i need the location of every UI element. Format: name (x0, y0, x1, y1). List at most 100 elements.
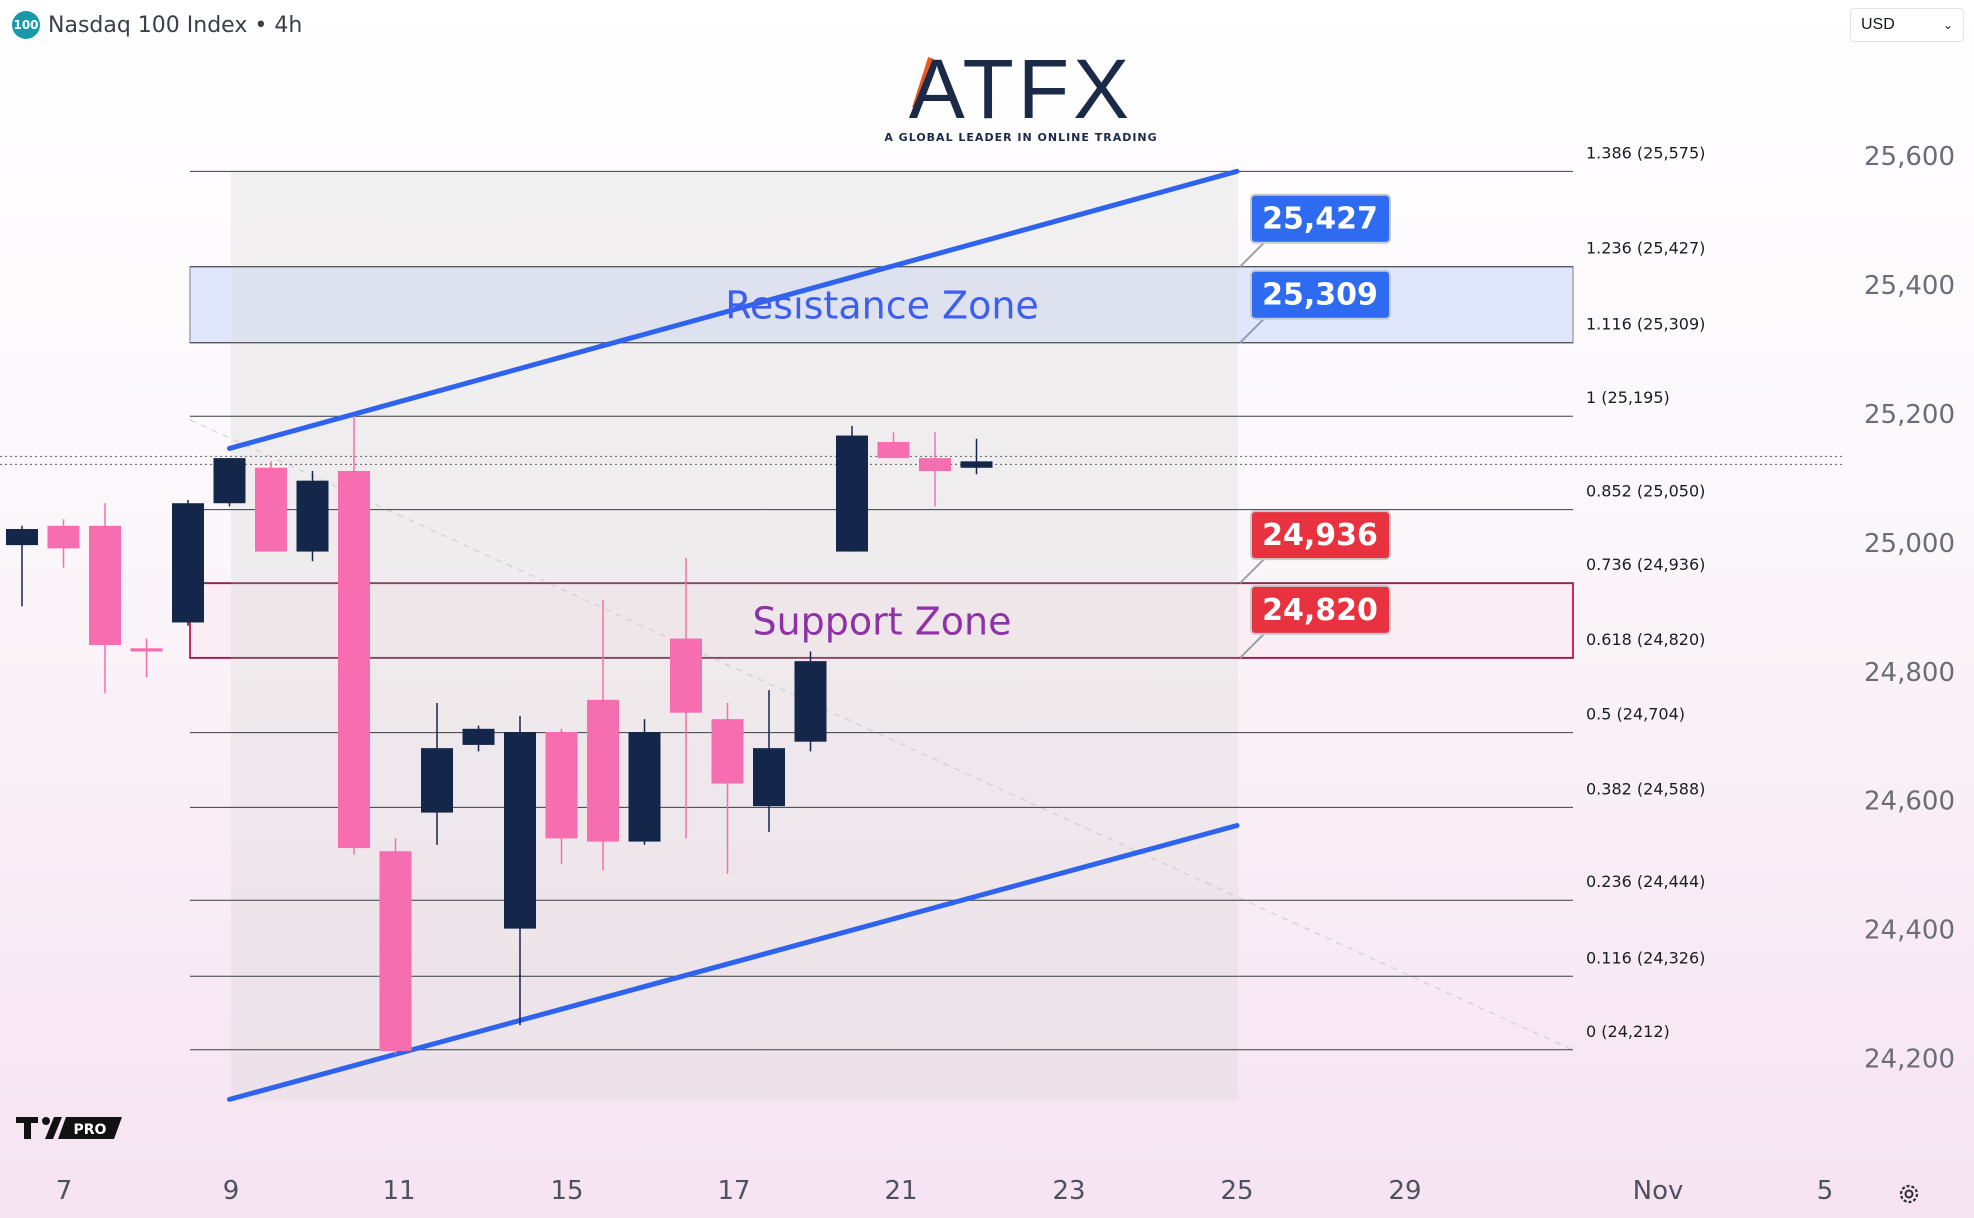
fib-label: 0.852 (25,050) (1586, 482, 1705, 501)
candle (670, 558, 702, 839)
label-box (1250, 584, 1391, 635)
candle-body (504, 732, 536, 929)
brand-name: ATFX (909, 42, 1133, 136)
x-tick-label: 21 (884, 1176, 917, 1206)
y-tick-label: 24,800 (1864, 658, 1955, 688)
candle-body (794, 661, 827, 742)
candle (255, 461, 287, 552)
pro-label: PRO (74, 1122, 107, 1138)
candle (711, 703, 744, 874)
fib-label: 0.236 (24,444) (1586, 872, 1705, 891)
candle-body (587, 699, 619, 842)
candle-body (919, 458, 951, 472)
tradingview-pro-badge: PRO (16, 1117, 122, 1139)
support-price-label: 24,936 (1239, 510, 1391, 584)
fib-label: 0.116 (24,326) (1586, 948, 1705, 967)
candle-body (836, 435, 868, 552)
fib-label: 1.386 (25,575) (1586, 143, 1705, 162)
candle (172, 500, 204, 626)
candle-body (421, 748, 453, 813)
chevron-down-icon: ⌄ (1942, 18, 1953, 32)
candle-body (960, 461, 993, 468)
brand-tagline: A GLOBAL LEADER IN ONLINE TRADING (884, 131, 1157, 144)
candle-body (89, 525, 121, 646)
symbol-badge-icon: 100 (12, 11, 40, 39)
candle-body (670, 638, 702, 713)
candle (504, 715, 536, 1026)
y-tick-label: 25,000 (1864, 529, 1955, 559)
fib-label: 0.382 (24,588) (1586, 779, 1705, 798)
candle-body (877, 442, 910, 459)
y-tick-label: 24,400 (1864, 916, 1955, 946)
candle-body (338, 471, 370, 849)
x-tick-label: 29 (1388, 1176, 1421, 1206)
support-zone-label: Support Zone (752, 600, 1011, 644)
candle (587, 599, 619, 871)
fib-label: 1 (25,195) (1586, 388, 1670, 407)
fib-label: 0.736 (24,936) (1586, 555, 1705, 574)
candle-body (462, 728, 495, 745)
candle (960, 438, 993, 475)
candle (47, 519, 80, 568)
currency-value: USD (1861, 16, 1895, 33)
gear-icon[interactable] (1899, 1184, 1919, 1204)
label-box (1250, 193, 1391, 244)
fib-label: 0.618 (24,820) (1586, 630, 1705, 649)
support-price-label: 24,820 (1239, 584, 1391, 659)
y-tick-label: 24,600 (1864, 787, 1955, 817)
candle (628, 719, 661, 845)
candle-body (753, 748, 785, 807)
chart-title[interactable]: Nasdaq 100 Index • 4h (48, 12, 303, 38)
fib-label: 1.236 (25,427) (1586, 239, 1705, 258)
candle (338, 416, 370, 855)
candle (379, 838, 412, 1055)
candle (545, 728, 578, 865)
candle-body (628, 732, 661, 842)
candle (89, 503, 121, 694)
y-tick-label: 25,200 (1864, 400, 1955, 430)
candle-body (213, 458, 246, 504)
fib-label: 0.5 (24,704) (1586, 705, 1685, 724)
resistance-zone-label: Resistance Zone (725, 284, 1039, 328)
label-box (1250, 510, 1391, 561)
candle-body (130, 648, 163, 652)
resistance-price-label: 25,309 (1239, 269, 1391, 344)
candle-body (172, 503, 204, 623)
resistance-price-label: 25,427 (1239, 193, 1391, 268)
x-tick-label: 15 (550, 1176, 583, 1206)
candle (421, 703, 453, 845)
candle (296, 471, 329, 562)
candle (462, 725, 495, 752)
tradingview-logo-icon (16, 1117, 38, 1139)
candle-body (379, 851, 412, 1052)
candle (794, 651, 827, 752)
candle (6, 525, 38, 607)
candle (877, 432, 910, 459)
label-text: 24,936 (1262, 518, 1378, 553)
candle-body (6, 529, 38, 546)
x-tick-label: 7 (56, 1176, 73, 1206)
candle-body (711, 719, 744, 784)
trend-dashed-line (189, 419, 1574, 1051)
x-tick-label: 23 (1052, 1176, 1085, 1206)
label-text: 25,309 (1262, 278, 1378, 313)
channel-upper-line (227, 168, 1240, 451)
y-tick-label: 24,200 (1864, 1045, 1955, 1075)
y-tick-label: 25,400 (1864, 271, 1955, 301)
x-tick-label: 9 (223, 1176, 240, 1206)
candle-body (255, 467, 287, 552)
x-tick-label: 17 (717, 1176, 750, 1206)
label-text: 25,427 (1262, 202, 1378, 237)
atfx-logo: ATFX A GLOBAL LEADER IN ONLINE TRADING (884, 42, 1157, 144)
candle-body (47, 525, 80, 549)
currency-select[interactable]: USD ⌄ (1850, 8, 1964, 42)
logo-accent-icon (912, 57, 934, 109)
channel-lower-line (227, 822, 1240, 1102)
x-tick-label: 11 (382, 1176, 415, 1206)
candle (753, 690, 785, 832)
label-box (1250, 269, 1391, 320)
x-tick-label: 5 (1817, 1176, 1834, 1206)
fib-label: 1.116 (25,309) (1586, 315, 1705, 334)
candle (919, 432, 951, 507)
